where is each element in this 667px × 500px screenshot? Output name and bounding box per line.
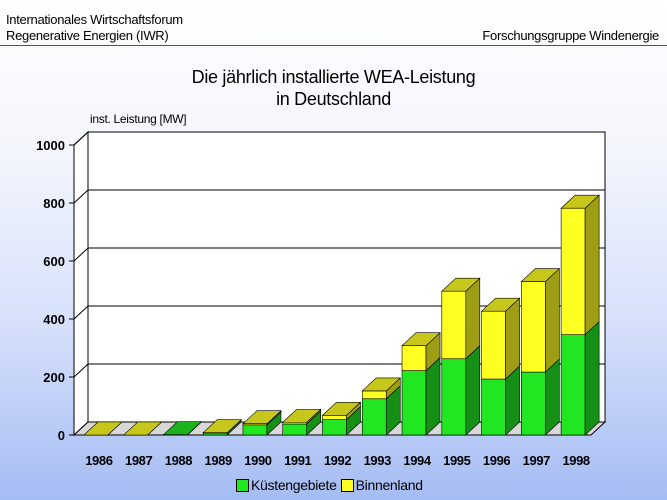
x-tick-label-1991: 1991: [284, 453, 311, 468]
bar-side-1997-binnenland: [545, 267, 560, 373]
bar-top-1994: [401, 332, 441, 346]
bar-top-1991: [281, 408, 322, 423]
legend-item-kuestengebiete: Küstengebiete: [236, 477, 337, 493]
bar-1998-binnenland: [560, 207, 586, 335]
bar-top-1995: [441, 277, 481, 292]
bar-1994-binnenland: [401, 345, 427, 371]
bar-top-1987: [122, 421, 163, 436]
bar-top-1990: [242, 410, 282, 424]
header-org-line1: Internationales Wirtschaftsforum: [6, 12, 183, 27]
bar-top-1989: [202, 419, 242, 433]
chart-side-wall: [73, 130, 89, 437]
legend-swatch-kuestengebiete: [236, 478, 249, 492]
bar-top-1997: [520, 268, 561, 282]
bar-1993-binnenland: [361, 390, 387, 400]
chart-subtitle: in Deutschland: [276, 89, 391, 109]
bar-top-1998: [560, 194, 600, 209]
bar-1992-kuestengebiete: [322, 419, 347, 436]
x-tick-label-1987: 1987: [125, 453, 152, 468]
bar-1991-kuestengebiete: [282, 423, 308, 436]
bar-1994-kuestengebiete: [401, 370, 427, 436]
header-divider: [0, 45, 667, 46]
y-tick-label: 800: [43, 196, 65, 211]
gridline-400: [73, 305, 605, 320]
y-tick-label: 1000: [36, 138, 65, 153]
bar-side-1995-kuestengebiete: [465, 345, 481, 436]
y-tick-label: 0: [58, 428, 65, 443]
bar-top-1993: [361, 377, 402, 392]
legend-swatch-binnenland: [340, 478, 354, 492]
gridline-800: [73, 189, 605, 204]
bar-1995-binnenland: [441, 290, 467, 360]
x-tick-label-1997: 1997: [523, 453, 550, 468]
bar-1996-kuestengebiete: [481, 378, 506, 436]
bar-top-1988: [162, 421, 203, 436]
x-tick-label-1995: 1995: [443, 453, 470, 468]
bar-1997-kuestengebiete: [521, 371, 546, 436]
y-tick-label: 600: [43, 254, 65, 269]
bar-1997-binnenland: [521, 281, 546, 373]
x-tick-label-1989: 1989: [205, 453, 232, 468]
bar-top-1996: [480, 297, 521, 312]
bar-1992-binnenland: [322, 414, 347, 420]
x-tick-label-1992: 1992: [324, 453, 351, 468]
bar-side-1998-kuestengebiete: [584, 320, 600, 436]
header-organization: Internationales Wirtschaftsforum Regener…: [6, 12, 183, 44]
x-tick-label-1996: 1996: [483, 453, 510, 468]
x-tick-label-1994: 1994: [403, 453, 431, 468]
legend-label-binnenland: Binnenland: [355, 477, 423, 493]
header-group: Forschungsgruppe Windenergie: [482, 28, 659, 43]
header-org-line2: Regenerative Energien (IWR): [6, 28, 169, 43]
bar-1998-kuestengebiete: [560, 334, 586, 436]
x-tick-label-1998: 1998: [562, 453, 589, 468]
bar-side-1996-binnenland: [505, 297, 520, 380]
x-tick-label-1986: 1986: [85, 453, 112, 468]
y-tick-label: 200: [43, 370, 65, 385]
bar-side-1998-binnenland: [584, 194, 600, 336]
bar-1989-kuestengebiete: [202, 432, 228, 436]
bar-side-1994-kuestengebiete: [425, 356, 441, 436]
legend-label-kuestengebiete: Küstengebiete: [251, 477, 337, 493]
legend-item-binnenland: Binnenland: [340, 477, 423, 493]
x-tick-label-1988: 1988: [165, 453, 192, 468]
chart-title: Die jährlich installierte WEA-Leistung: [191, 67, 476, 87]
bar-1995-kuestengebiete: [441, 358, 467, 436]
bar-side-1995-binnenland: [465, 277, 481, 360]
bar-top-1986: [83, 421, 123, 436]
gridline-1000: [73, 131, 605, 146]
y-axis-label: inst. Leistung [MW]: [90, 112, 186, 126]
bar-1996-binnenland: [481, 310, 506, 380]
bar-1990-kuestengebiete: [242, 424, 268, 436]
gridline-600: [73, 247, 605, 262]
y-tick-label: 400: [43, 312, 65, 327]
x-tick-label-1993: 1993: [364, 453, 391, 468]
chart-legend: Küstengebiete Binnenland: [236, 477, 427, 493]
bar-1993-kuestengebiete: [361, 398, 387, 436]
x-tick-label-1990: 1990: [244, 453, 271, 468]
bar-top-1992: [321, 401, 362, 416]
chart-title-block: Die jährlich installierte WEA-Leistung i…: [0, 66, 667, 110]
